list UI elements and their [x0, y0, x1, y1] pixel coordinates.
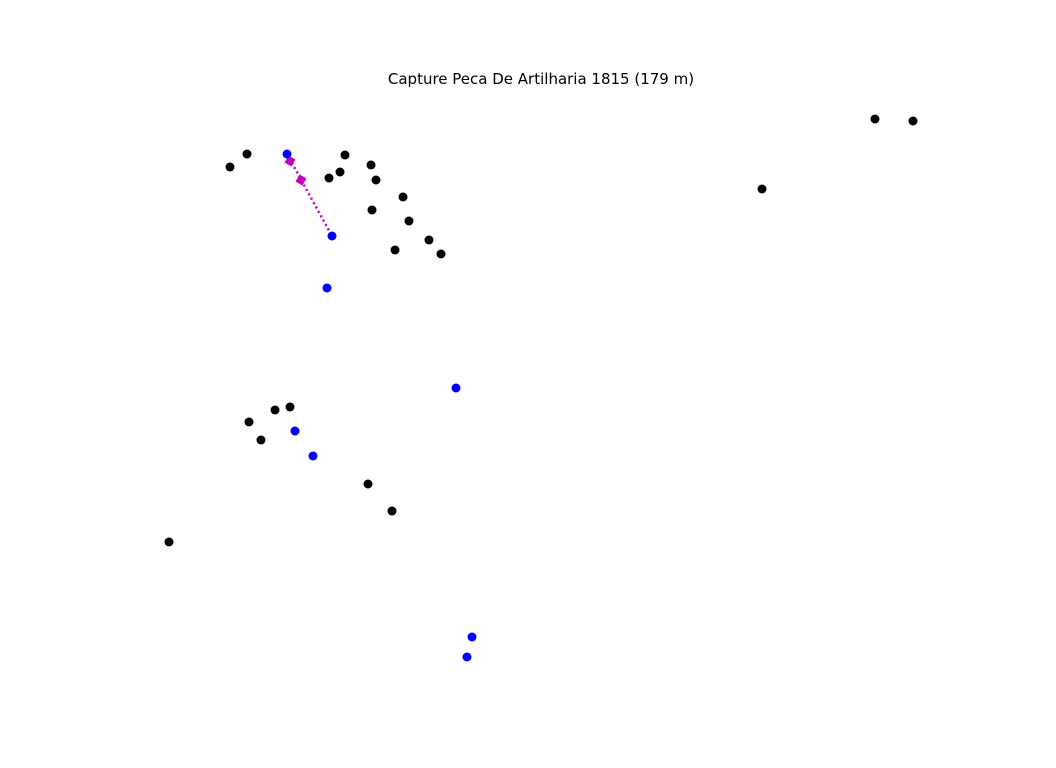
black-point-11: [424, 235, 434, 245]
path-line: [285, 153, 334, 237]
black-point-15: [285, 402, 295, 412]
black-point-1: [242, 149, 252, 159]
black-point-16: [256, 435, 266, 445]
blue-point-0: [282, 149, 292, 159]
black-point-12: [436, 249, 446, 259]
black-point-13: [244, 417, 254, 427]
black-point-7: [367, 205, 377, 215]
path-layer: [284, 153, 334, 237]
black-point-0: [225, 162, 235, 172]
black-point-22: [908, 116, 918, 126]
black-point-19: [164, 537, 174, 547]
black-point-9: [404, 216, 414, 226]
blue-point-layer: [282, 149, 477, 662]
black-point-8: [398, 192, 408, 202]
chart-title: Capture Peca De Artilharia 1815 (179 m): [388, 70, 694, 88]
black-point-21: [870, 114, 880, 124]
blue-point-7: [462, 652, 472, 662]
black-point-14: [270, 405, 280, 415]
blue-point-4: [290, 426, 300, 436]
black-point-6: [371, 175, 381, 185]
black-point-5: [366, 160, 376, 170]
blue-point-6: [467, 632, 477, 642]
black-point-20: [757, 184, 767, 194]
black-point-4: [340, 150, 350, 160]
black-point-layer: [164, 114, 918, 547]
blue-point-2: [322, 283, 332, 293]
black-point-3: [335, 167, 345, 177]
path-square-marker-1: [295, 174, 307, 186]
black-point-2: [324, 173, 334, 183]
blue-point-3: [451, 383, 461, 393]
blue-point-5: [308, 451, 318, 461]
black-point-10: [390, 245, 400, 255]
black-point-17: [363, 479, 373, 489]
blue-point-1: [327, 231, 337, 241]
black-point-18: [387, 506, 397, 516]
